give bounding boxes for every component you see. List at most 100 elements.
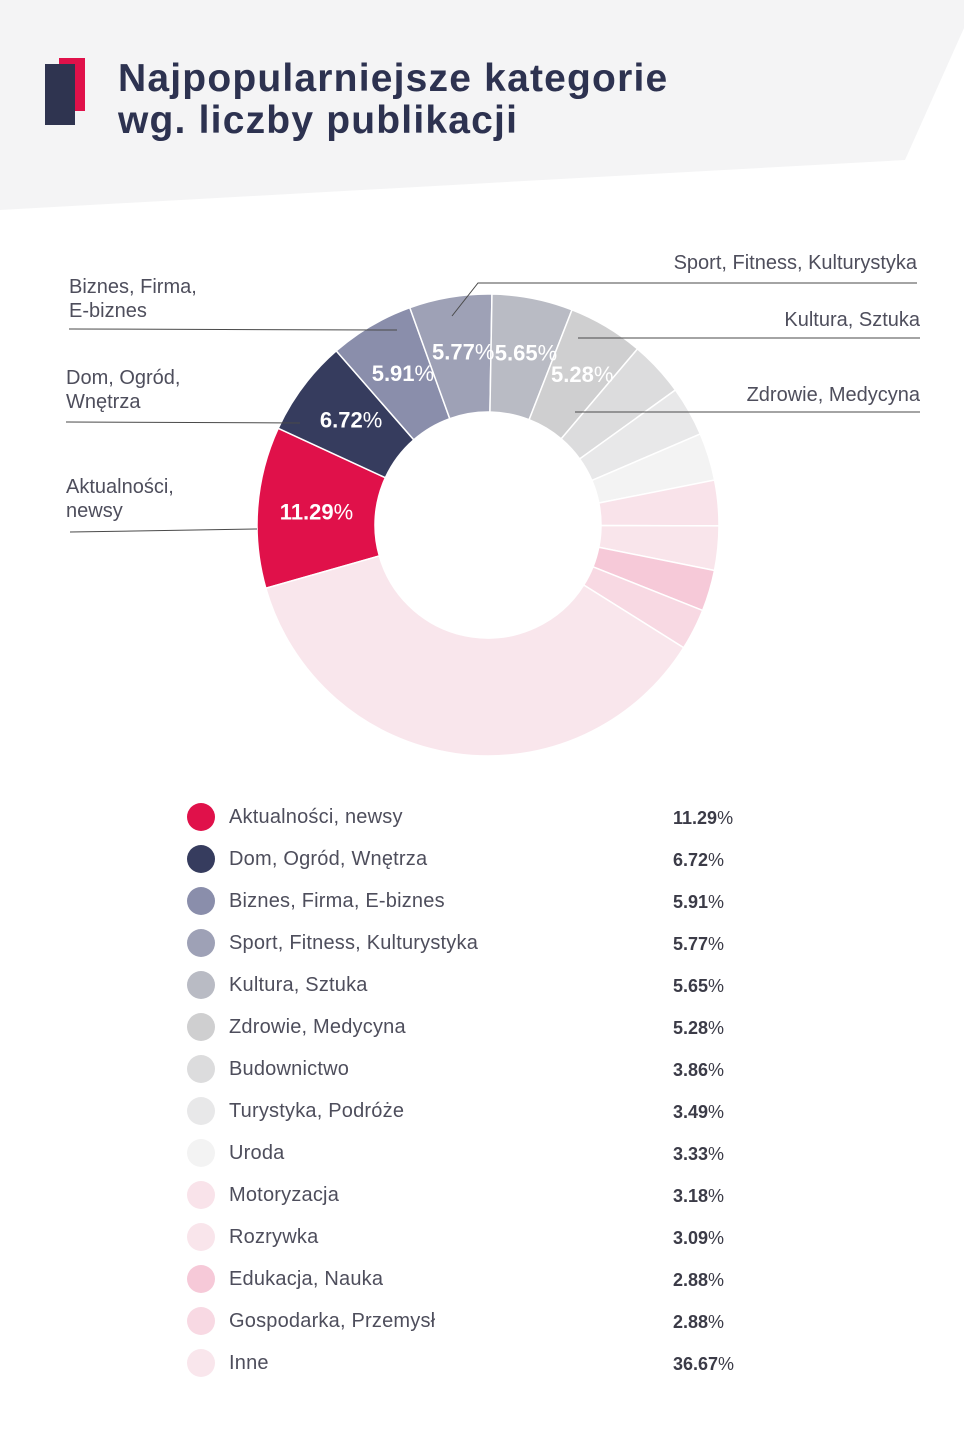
legend-item: Kultura, Sztuka 5.65% (0, 964, 964, 1006)
legend-label: Motoryzacja (229, 1184, 340, 1206)
legend-value-unit: % (708, 1102, 725, 1122)
legend-item: Biznes, Firma, E-biznes 5.91% (0, 880, 964, 922)
legend-item: Motoryzacja 3.18% (0, 1174, 964, 1216)
legend-value-number: 36.67 (673, 1354, 719, 1374)
legend-value-number: 2.88 (673, 1270, 709, 1290)
legend-label: Kultura, Sztuka (229, 974, 368, 996)
legend-value: 5.65% (673, 974, 724, 998)
legend-value: 3.09% (673, 1226, 724, 1250)
data-label-value: 5.28 (551, 362, 594, 387)
legend-item: Budownictwo 3.86% (0, 1048, 964, 1090)
data-label-unit: % (363, 408, 383, 433)
data-label-unit: % (475, 339, 495, 364)
legend-value-unit: % (708, 892, 725, 912)
legend-item: Gospodarka, Przemysł 2.88% (0, 1300, 964, 1342)
donut-slice (264, 555, 685, 757)
header-background (0, 0, 964, 210)
leader-line (65, 421, 301, 424)
legend-label: Biznes, Firma, E-biznes (229, 890, 445, 912)
data-label-value: 5.65 (495, 340, 538, 365)
data-label-value: 5.77 (432, 339, 475, 364)
legend-value-number: 3.49 (673, 1102, 709, 1122)
data-label-value: 6.72 (320, 408, 363, 433)
legend-value: 11.29% (673, 806, 733, 830)
legend-value-number: 3.33 (673, 1144, 709, 1164)
legend-item: Rozrywka 3.09% (0, 1216, 964, 1258)
logo-navy-bar (45, 64, 75, 125)
legend-value-number: 5.65 (673, 976, 709, 996)
legend-item: Sport, Fitness, Kulturystyka 5.77% (0, 922, 964, 964)
data-label-unit: % (334, 499, 354, 524)
data-label: 5.91% (372, 361, 434, 386)
callout-label: Kultura, Sztuka (784, 309, 920, 331)
legend-label: Inne (229, 1352, 269, 1374)
legend-label: Edukacja, Nauka (229, 1268, 384, 1290)
data-label: 11.29% (280, 499, 353, 524)
legend-value-unit: % (708, 1144, 725, 1164)
legend-item: Zdrowie, Medycyna 5.28% (0, 1006, 964, 1048)
data-label: 6.72% (320, 408, 382, 433)
legend-swatch (187, 845, 215, 873)
legend-value-unit: % (708, 1186, 725, 1206)
legend-label: Dom, Ogród, Wnętrza (229, 848, 428, 870)
legend-swatch (187, 1265, 215, 1293)
donut-slices (256, 293, 720, 757)
data-labels: 11.29%6.72%5.91%5.77% 5.65%5.28% (280, 339, 614, 524)
legend-value-unit: % (708, 976, 725, 996)
legend-value-unit: % (708, 1312, 725, 1332)
legend-value: 5.91% (673, 890, 724, 914)
data-label-unit: % (538, 340, 558, 365)
legend-value-unit: % (708, 1270, 725, 1290)
legend-swatch (187, 803, 215, 831)
legend-label: Turystyka, Podróże (229, 1100, 405, 1122)
legend-value-unit: % (708, 1060, 725, 1080)
legend-value-number: 3.18 (673, 1186, 709, 1206)
callout-label: Biznes, Firma, E-biznes (69, 276, 197, 322)
legend-item: Inne 36.67% (0, 1342, 964, 1384)
callout-label: Aktualności, newsy (66, 476, 174, 522)
legend-value: 3.86% (673, 1058, 724, 1082)
legend-swatch (187, 1139, 215, 1167)
legend-swatch (187, 1013, 215, 1041)
leader-lines (65, 282, 920, 533)
legend-value-unit: % (718, 1354, 735, 1374)
donut-chart: 11.29%6.72%5.91%5.77% 5.65%5.28% (65, 282, 920, 757)
legend-swatch (187, 1181, 215, 1209)
callout-label: Zdrowie, Medycyna (746, 384, 920, 406)
legend-value: 6.72% (673, 848, 724, 872)
legend-value-number: 11.29 (673, 808, 718, 828)
legend-swatch (187, 1223, 215, 1251)
legend-item: Edukacja, Nauka 2.88% (0, 1258, 964, 1300)
legend-value: 5.77% (673, 932, 724, 956)
legend-label: Zdrowie, Medycyna (229, 1016, 406, 1038)
legend-swatch (187, 1055, 215, 1083)
legend: Aktualności, newsy 11.29% Dom, Ogród, Wnęt… (0, 796, 964, 1384)
legend-label: Aktualności, newsy (229, 806, 403, 828)
legend-label: Sport, Fitness, Kulturystyka (229, 932, 479, 954)
legend-value: 3.49% (673, 1100, 724, 1124)
logo (45, 58, 85, 125)
data-label-value: 11.29 (280, 499, 334, 524)
legend-swatch (187, 1349, 215, 1377)
legend-item: Uroda 3.33% (0, 1132, 964, 1174)
legend-label: Budownictwo (229, 1058, 350, 1080)
data-label-value: 5.91 (372, 361, 415, 386)
legend-value-unit: % (708, 1228, 725, 1248)
legend-swatch (187, 887, 215, 915)
legend-value-number: 5.91 (673, 892, 709, 912)
legend-label: Uroda (229, 1142, 285, 1164)
leader-line (451, 282, 917, 317)
legend-swatch (187, 929, 215, 957)
data-label: 5.77% (432, 339, 494, 364)
legend-label: Rozrywka (229, 1226, 319, 1248)
legend-value-number: 3.09 (673, 1228, 709, 1248)
legend-swatch (187, 1307, 215, 1335)
legend-value: 2.88% (673, 1310, 724, 1334)
legend-value-number: 2.88 (673, 1312, 709, 1332)
legend-label: Gospodarka, Przemysł (229, 1310, 436, 1332)
callout-label: Dom, Ogród, Wnętrza (66, 367, 181, 413)
legend-value: 2.88% (673, 1268, 724, 1292)
data-label-unit: % (594, 362, 614, 387)
legend-swatch (187, 971, 215, 999)
